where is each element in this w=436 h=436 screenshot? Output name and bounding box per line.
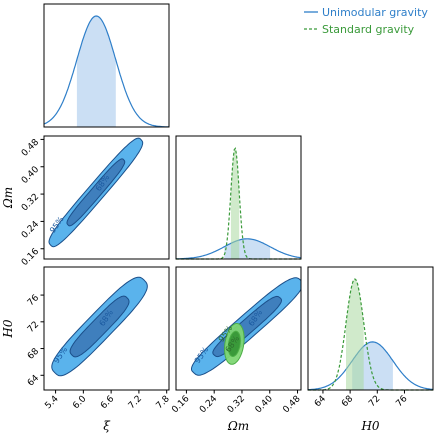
- diag-panel-xi: [43, 15, 169, 128]
- x-axis-label-xi: ξ: [103, 419, 111, 433]
- contour68-unimodular: [69, 295, 130, 358]
- contour-panel-xi-Omega_m: 68%95%: [48, 137, 144, 248]
- x-axis-label-H0: H0: [360, 419, 379, 433]
- panel-frame-xi-Omega_m: [43, 135, 170, 260]
- panel-frame-xi: [43, 3, 170, 128]
- y-tick-label-H0: 68: [26, 346, 41, 361]
- diag-panel-H0: [307, 278, 434, 391]
- pdf-curve-unimodular: [43, 15, 169, 128]
- y-tick-label-H0: 64: [26, 373, 41, 388]
- x-tick-label-H0: 76: [394, 394, 409, 409]
- legend-label-standard: Standard gravity: [322, 23, 415, 36]
- x-tick-label-Omega_m: 0.24: [198, 394, 219, 415]
- x-tick-label-Omega_m: 0.40: [254, 394, 275, 415]
- x-tick-label-Omega_m: 0.16: [170, 394, 191, 415]
- x-tick-label-H0: 72: [367, 394, 382, 409]
- panel-frame-Omega_m: [175, 135, 302, 260]
- x-tick-label-xi: 6.0: [71, 394, 88, 411]
- y-tick-label-Omega_m: 0.24: [20, 219, 41, 240]
- x-tick-label-H0: 68: [340, 394, 355, 409]
- legend-label-unimodular: Unimodular gravity: [322, 6, 428, 19]
- band68-standard: [346, 279, 364, 390]
- contour68-unimodular: [212, 295, 282, 358]
- panel-frame-xi-H0: [43, 266, 170, 391]
- diag-panel-Omega_m: [176, 147, 302, 260]
- y-axes: 0.16 0.24 0.32 0.40 0.48 Ωm 64 68 72 76 H0: [1, 137, 44, 389]
- contour-panel-xi-H0: 68%95%: [51, 276, 148, 377]
- panel-frame-Omega_m-H0: [175, 266, 302, 391]
- contour68-standard: [227, 330, 241, 357]
- x-axis-label-Omega_m: Ωm: [227, 419, 249, 433]
- y-tick-label-Omega_m: 0.16: [20, 247, 41, 268]
- y-tick-label-H0: 76: [26, 293, 41, 308]
- y-tick-label-H0: 72: [26, 320, 41, 335]
- y-tick-label-Omega_m: 0.48: [20, 137, 41, 158]
- band68-unimodular: [76, 16, 116, 127]
- legend: Unimodular gravity Standard gravity: [304, 6, 428, 36]
- x-axes: 5.4 6.0 6.6 7.2 7.8ξ0.16 0.24 0.32 0.40 0.48Ωm64…: [43, 390, 410, 433]
- x-tick-label-H0: 64: [313, 394, 328, 409]
- x-tick-label-Omega_m: 0.48: [281, 394, 302, 415]
- x-tick-label-xi: 7.2: [127, 394, 144, 411]
- y-axis-label-H0: H0: [1, 319, 15, 338]
- contour68-unimodular: [66, 158, 126, 227]
- x-tick-label-xi: 5.4: [43, 394, 60, 411]
- x-tick-label-Omega_m: 0.32: [226, 394, 247, 415]
- y-tick-label-Omega_m: 0.40: [20, 165, 41, 186]
- x-tick-label-xi: 6.6: [99, 394, 116, 411]
- contour-panel-Omega_m-H0: 68%95%68%95%: [191, 277, 301, 376]
- panel-frame-H0: [307, 266, 434, 391]
- band68-standard: [230, 148, 240, 259]
- y-axis-label-Omega_m: Ωm: [1, 187, 15, 209]
- pdf-curve-unimodular: [307, 341, 434, 391]
- y-tick-label-Omega_m: 0.32: [20, 192, 41, 213]
